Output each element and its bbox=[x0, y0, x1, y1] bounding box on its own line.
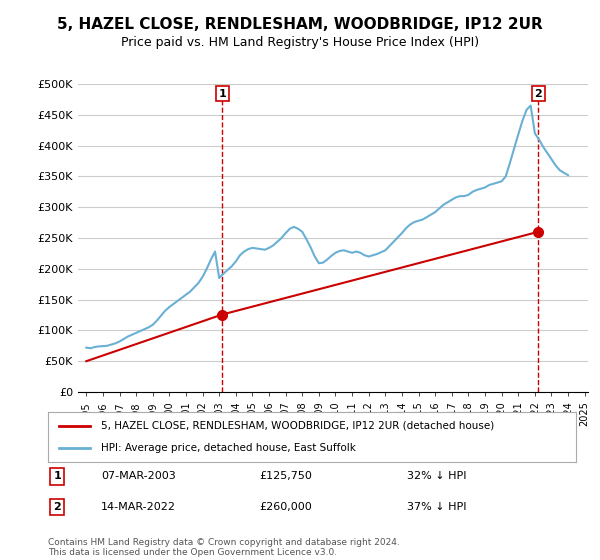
Text: £260,000: £260,000 bbox=[259, 502, 312, 512]
Text: Contains HM Land Registry data © Crown copyright and database right 2024.
This d: Contains HM Land Registry data © Crown c… bbox=[48, 538, 400, 557]
Text: 07-MAR-2003: 07-MAR-2003 bbox=[101, 471, 176, 481]
Text: 1: 1 bbox=[53, 471, 61, 481]
Text: 32% ↓ HPI: 32% ↓ HPI bbox=[407, 471, 467, 481]
Text: 5, HAZEL CLOSE, RENDLESHAM, WOODBRIDGE, IP12 2UR: 5, HAZEL CLOSE, RENDLESHAM, WOODBRIDGE, … bbox=[57, 17, 543, 32]
Text: 1: 1 bbox=[218, 88, 226, 99]
Text: HPI: Average price, detached house, East Suffolk: HPI: Average price, detached house, East… bbox=[101, 443, 356, 453]
Text: 14-MAR-2022: 14-MAR-2022 bbox=[101, 502, 176, 512]
Text: 2: 2 bbox=[534, 88, 542, 99]
Text: £125,750: £125,750 bbox=[259, 471, 312, 481]
Text: 2: 2 bbox=[53, 502, 61, 512]
Text: Price paid vs. HM Land Registry's House Price Index (HPI): Price paid vs. HM Land Registry's House … bbox=[121, 36, 479, 49]
Text: 5, HAZEL CLOSE, RENDLESHAM, WOODBRIDGE, IP12 2UR (detached house): 5, HAZEL CLOSE, RENDLESHAM, WOODBRIDGE, … bbox=[101, 421, 494, 431]
Text: 37% ↓ HPI: 37% ↓ HPI bbox=[407, 502, 467, 512]
